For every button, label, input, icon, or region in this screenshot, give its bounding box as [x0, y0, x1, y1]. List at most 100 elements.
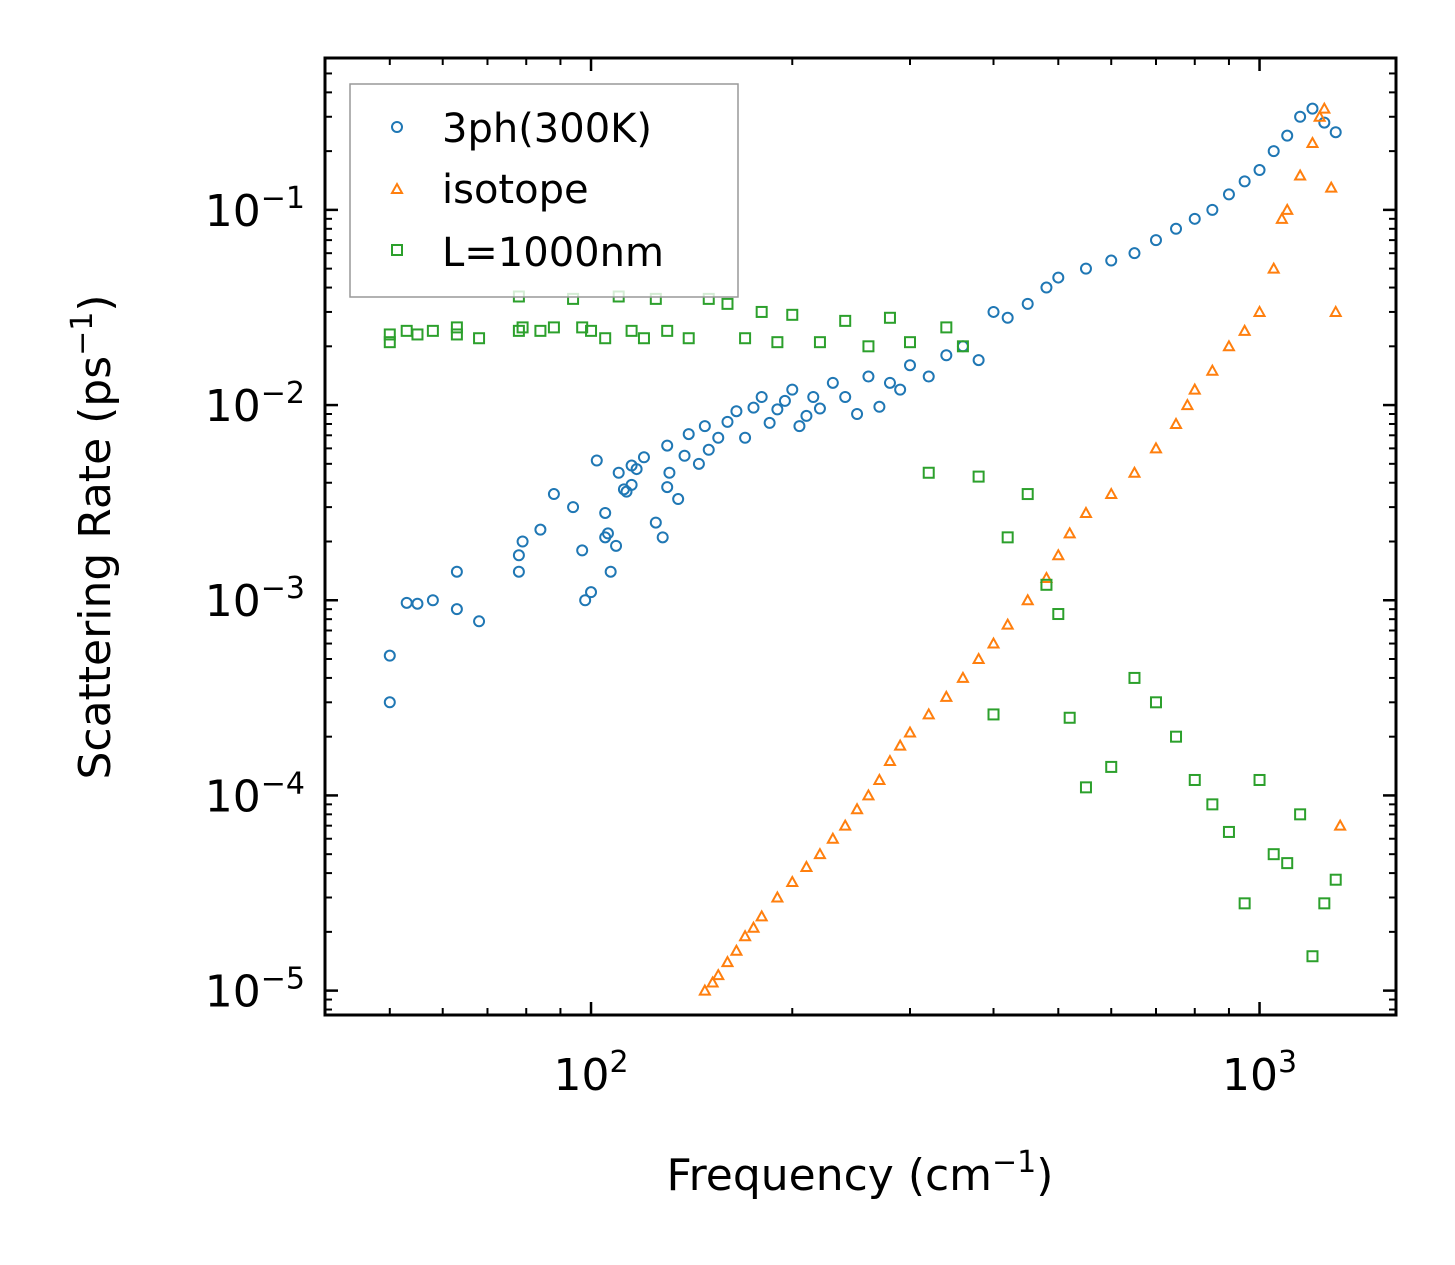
- point-isotope: [738, 929, 752, 942]
- point-l1000nm: [383, 336, 396, 349]
- point-3ph: [862, 370, 875, 383]
- y-tick-label-base: 10: [205, 381, 261, 432]
- point-3ph: [1040, 281, 1053, 294]
- point-l1000nm: [883, 311, 896, 324]
- svg-text:Frequency (cm−1): Frequency (cm−1): [667, 1145, 1054, 1201]
- point-isotope: [922, 707, 936, 720]
- point-3ph: [903, 359, 916, 372]
- y-tick-label: 10−1: [205, 181, 305, 237]
- point-isotope: [1180, 398, 1195, 411]
- point-3ph: [672, 493, 685, 506]
- point-l1000nm: [450, 328, 463, 341]
- point-3ph: [1188, 212, 1201, 225]
- point-l1000nm: [1238, 897, 1251, 910]
- y-tick-label-exponent: −2: [261, 376, 305, 411]
- point-3ph: [807, 390, 820, 403]
- y-tick-label: 10−5: [205, 962, 305, 1018]
- point-isotope: [1222, 339, 1236, 352]
- point-3ph: [590, 454, 603, 467]
- point-3ph: [786, 383, 799, 396]
- y-tick-label-base: 10: [205, 576, 261, 627]
- x-tick-label: 103: [1222, 1045, 1297, 1101]
- point-3ph: [793, 420, 806, 433]
- point-isotope: [1267, 261, 1281, 274]
- point-3ph: [1170, 222, 1183, 235]
- point-l1000nm: [383, 328, 396, 341]
- point-isotope: [939, 689, 954, 702]
- point-isotope: [746, 920, 761, 933]
- point-3ph: [1052, 271, 1065, 284]
- y-tick-label-exponent: −4: [261, 766, 305, 801]
- point-isotope: [903, 725, 917, 738]
- point-3ph: [625, 478, 638, 491]
- point-3ph: [883, 376, 896, 389]
- point-3ph: [547, 488, 560, 501]
- point-3ph: [630, 463, 643, 476]
- point-isotope: [813, 847, 827, 860]
- point-3ph: [778, 394, 791, 407]
- point-l1000nm: [661, 324, 674, 337]
- point-l1000nm: [682, 332, 695, 345]
- point-3ph: [610, 539, 623, 552]
- point-l1000nm: [739, 332, 752, 345]
- point-l1000nm: [547, 321, 560, 334]
- point-l1000nm: [585, 324, 598, 337]
- point-isotope: [1000, 617, 1015, 630]
- point-isotope: [1237, 323, 1252, 336]
- point-isotope: [698, 983, 712, 996]
- point-3ph: [383, 696, 396, 709]
- point-isotope: [893, 738, 907, 751]
- point-l1000nm: [839, 314, 852, 327]
- point-isotope: [826, 831, 840, 844]
- point-l1000nm: [721, 297, 734, 310]
- point-3ph: [383, 649, 396, 662]
- y-tick-label-exponent: −3: [261, 571, 305, 606]
- point-l1000nm: [1128, 671, 1141, 684]
- y-tick-label-exponent: −5: [261, 962, 305, 997]
- point-l1000nm: [1294, 808, 1307, 821]
- point-3ph: [721, 415, 734, 428]
- point-3ph: [763, 416, 776, 429]
- y-tick-label-base: 10: [205, 186, 261, 237]
- point-3ph: [800, 409, 813, 422]
- point-isotope: [799, 859, 814, 872]
- point-l1000nm: [813, 336, 826, 349]
- point-isotope: [1305, 135, 1320, 149]
- point-l1000nm: [1052, 608, 1065, 621]
- point-isotope: [1149, 441, 1163, 454]
- point-l1000nm: [786, 308, 799, 321]
- series-1: [698, 101, 1347, 996]
- point-3ph: [851, 407, 864, 420]
- point-isotope: [1293, 168, 1307, 181]
- y-axis-title-end: ): [70, 294, 121, 311]
- point-3ph: [987, 305, 1000, 318]
- series-0: [383, 102, 1342, 709]
- point-3ph: [1222, 188, 1235, 201]
- point-3ph: [1294, 110, 1307, 123]
- point-3ph: [450, 565, 463, 578]
- point-3ph: [826, 376, 839, 389]
- point-isotope: [1275, 211, 1289, 224]
- point-isotope: [1051, 548, 1065, 561]
- point-3ph: [1267, 145, 1280, 158]
- svg-text:Scattering Rate (ps−1): Scattering Rate (ps−1): [65, 294, 121, 779]
- point-l1000nm: [1206, 798, 1219, 811]
- point-3ph: [1105, 254, 1118, 267]
- point-3ph: [663, 466, 676, 479]
- point-3ph: [637, 451, 650, 464]
- point-3ph: [873, 400, 886, 413]
- y-tick-label: 10−3: [205, 571, 305, 627]
- point-isotope: [705, 975, 720, 988]
- point-l1000nm: [411, 328, 424, 341]
- y-tick-label: 10−2: [205, 376, 305, 432]
- point-l1000nm: [1170, 730, 1183, 743]
- point-l1000nm: [512, 324, 525, 337]
- point-3ph: [682, 428, 695, 441]
- point-l1000nm: [1021, 488, 1034, 501]
- point-isotope: [1205, 363, 1220, 376]
- point-3ph: [1318, 116, 1331, 129]
- point-isotope: [729, 943, 744, 956]
- point-3ph: [426, 594, 439, 607]
